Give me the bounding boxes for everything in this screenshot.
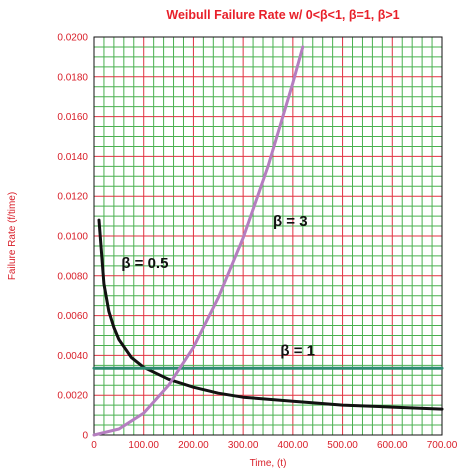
x-tick-label: 700.00 <box>427 440 458 451</box>
x-tick-label: 600.00 <box>377 440 408 451</box>
y-tick-label: 0.0040 <box>57 351 88 362</box>
curve-label: β = 0.5 <box>121 255 168 272</box>
y-tick-labels: 0 0.0020 0.0040 0.0060 0.0080 0.0100 0.0120 0.0… <box>57 33 88 442</box>
series-line-1 <box>97 218 444 411</box>
x-tick-label: 100.00 <box>128 440 159 451</box>
x-tick-label: 300.00 <box>228 440 259 451</box>
series-line-3 <box>92 45 305 437</box>
x-tick-labels: 0 100.00 200.00 300.00 400.00 500.00 600.00 700… <box>91 440 458 451</box>
y-tick-label: 0.0200 <box>57 33 88 44</box>
y-tick-label: 0.0020 <box>57 391 88 402</box>
curve-labels: β = 0.5 β = 3 β = 1 <box>121 213 315 359</box>
y-tick-label: 0.0100 <box>57 232 88 243</box>
y-tick-label: 0.0060 <box>57 311 88 322</box>
grid <box>94 37 442 435</box>
y-tick-label: 0.0180 <box>57 72 88 83</box>
plot-frame <box>93 36 443 436</box>
x-tick-label: 500.00 <box>327 440 358 451</box>
y-tick-label: 0.0140 <box>57 152 88 163</box>
chart-title: Weibull Failure Rate w/ 0<β<1, β=1, β>1 <box>166 8 399 22</box>
x-axis-label: Time, (t) <box>250 458 287 468</box>
y-tick-label: 0.0160 <box>57 112 88 123</box>
curve-label: β = 1 <box>280 342 315 359</box>
x-tick-label: 0 <box>91 440 97 451</box>
y-tick-label: 0.0120 <box>57 192 88 203</box>
y-axis-label: Failure Rate (f/time) <box>7 192 18 280</box>
y-tick-label: 0 <box>82 431 88 442</box>
curve-label: β = 3 <box>273 213 308 230</box>
series-group <box>92 45 444 437</box>
y-tick-label: 0.0080 <box>57 271 88 282</box>
x-tick-label: 200.00 <box>178 440 209 451</box>
x-tick-label: 400.00 <box>278 440 309 451</box>
